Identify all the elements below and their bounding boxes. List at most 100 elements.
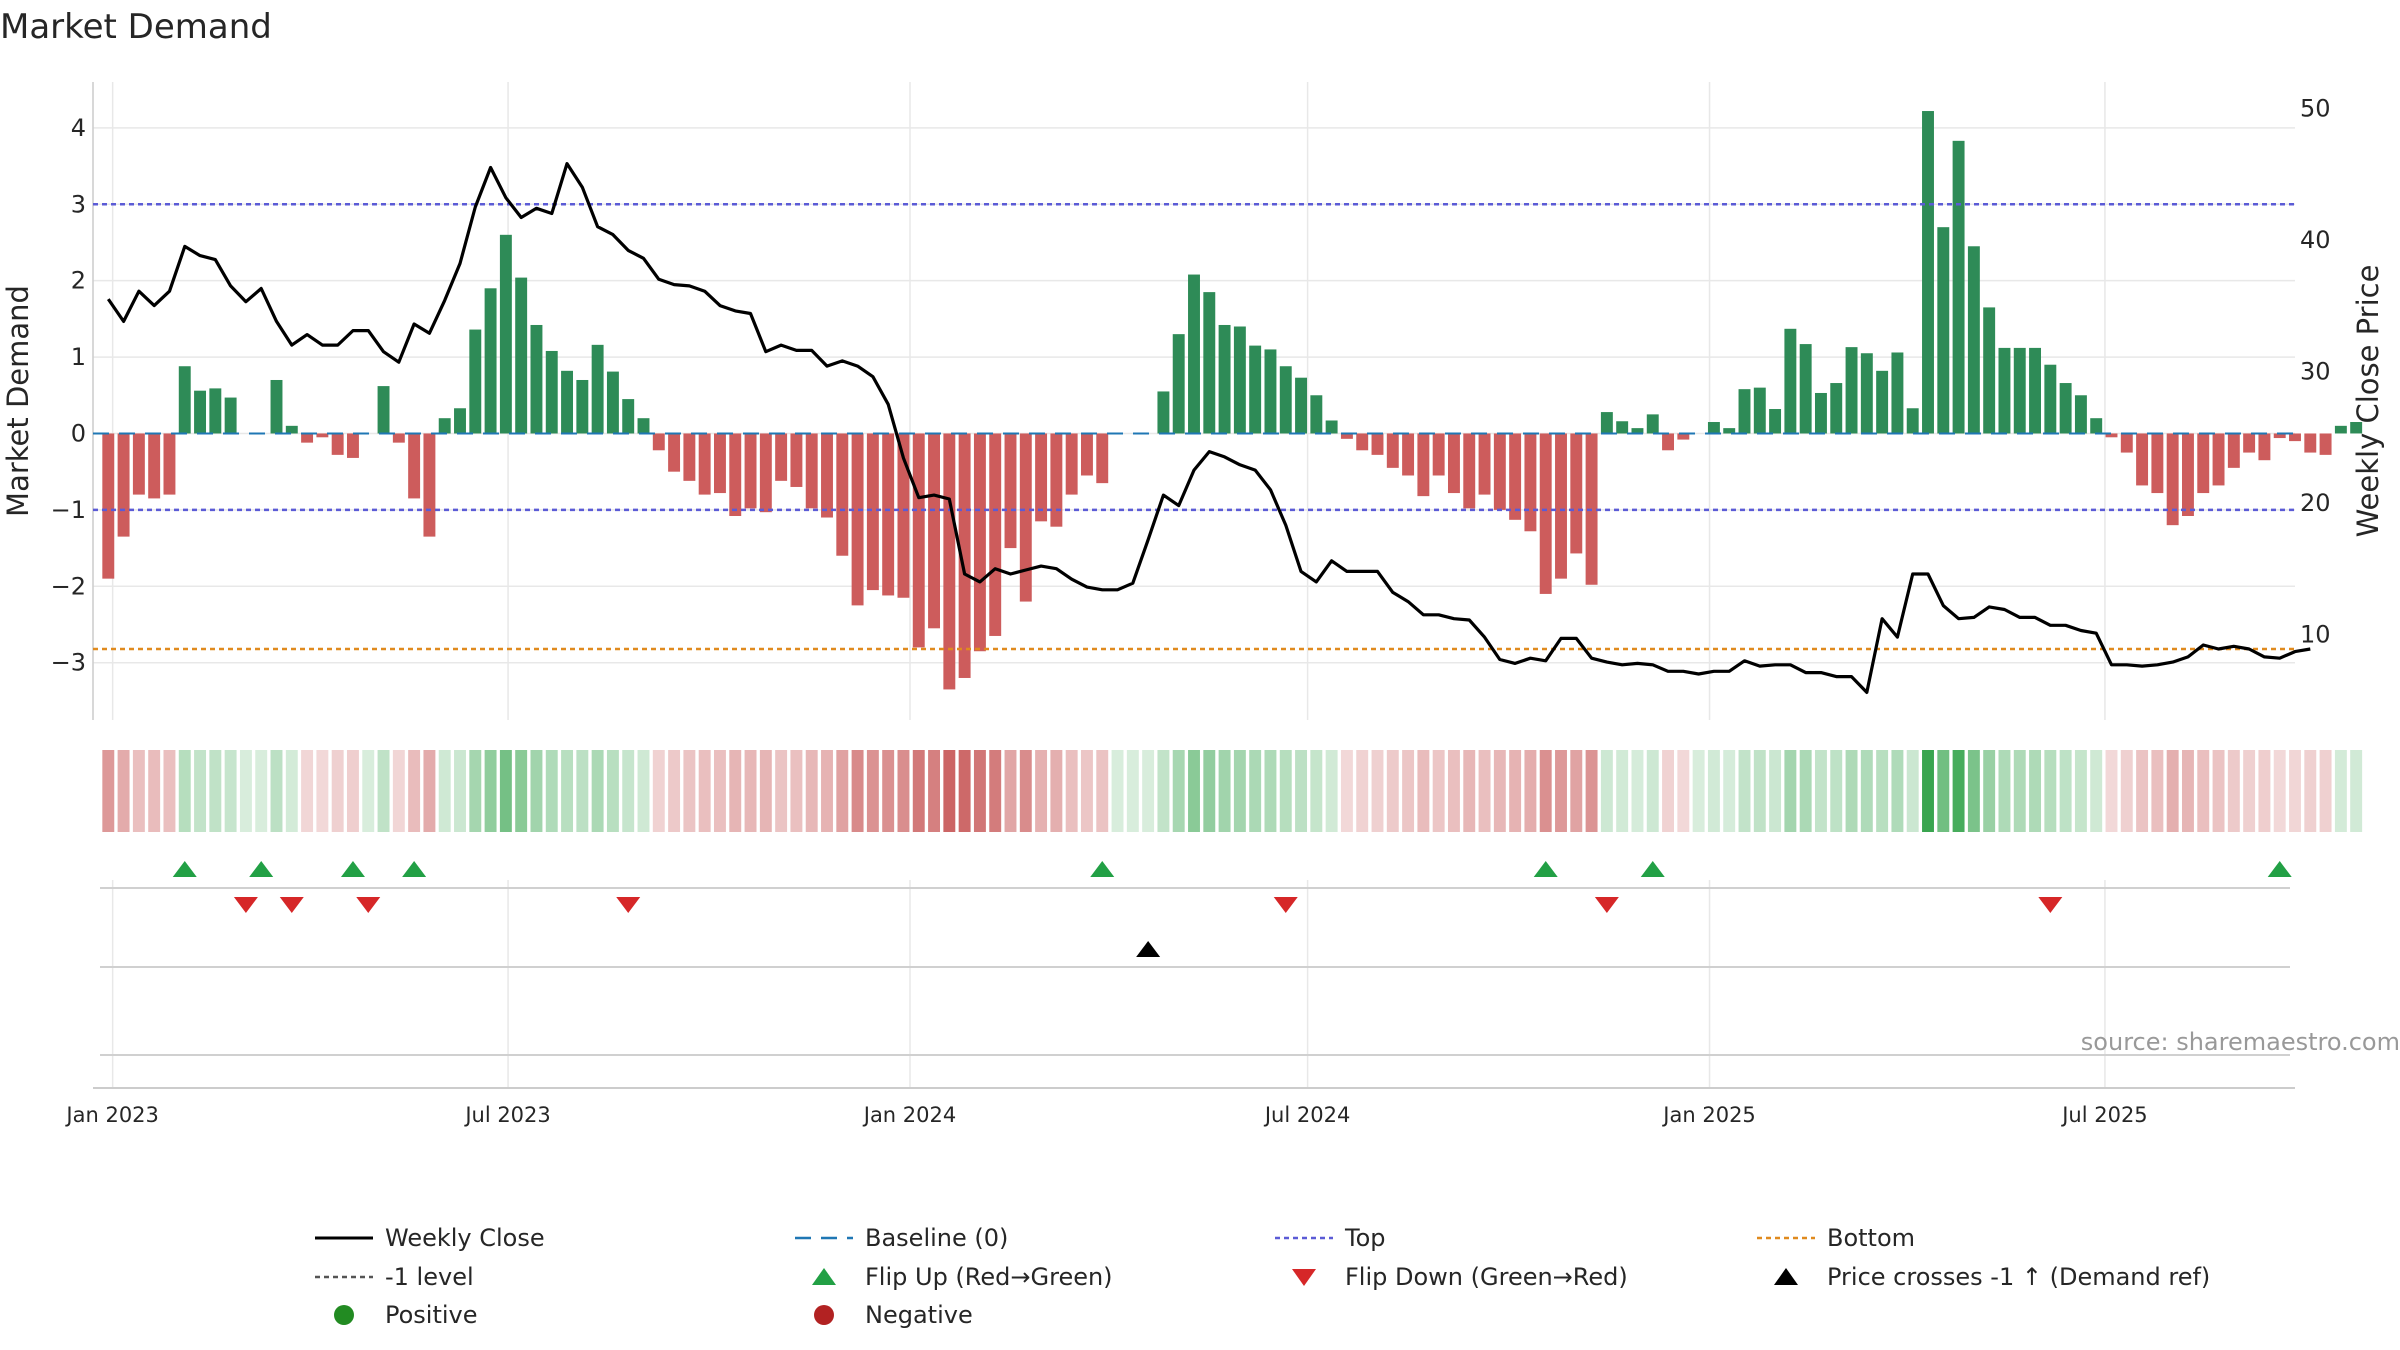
heat-strip-cell [1860, 750, 1873, 832]
legend-label: Bottom [1827, 1224, 1915, 1252]
heat-strip-cell [1799, 750, 1812, 832]
demand-bar [1646, 414, 1659, 434]
demand-bar [652, 433, 665, 451]
y-axis-label: Market Demand [1, 285, 35, 517]
demand-bar [729, 433, 742, 516]
heat-strip-cell [1631, 750, 1644, 832]
demand-bar [1784, 328, 1797, 434]
heat-strip-cell [790, 750, 803, 832]
heat-strip-cell [2044, 750, 2057, 832]
heat-strip-cell [1555, 750, 1567, 832]
demand-bar [576, 379, 589, 434]
demand-bar [1814, 392, 1827, 434]
heat-strip-cell [1616, 750, 1629, 832]
heat-strip-cell [912, 750, 925, 832]
heat-strip-cell [958, 750, 971, 832]
demand-bar [836, 433, 849, 556]
demand-bar [821, 433, 833, 518]
legend-item: Price crosses -1 ↑ (Demand ref) [1774, 1263, 2210, 1291]
demand-bar [2197, 433, 2210, 494]
demand-bar [224, 397, 237, 434]
heat-strip-cell [1952, 750, 1965, 832]
demand-bar [1707, 422, 1720, 434]
y2-tick-label: 10 [2300, 620, 2331, 648]
demand-bar [499, 234, 512, 434]
demand-bar [1509, 433, 1522, 520]
heat-strip-cell [2350, 750, 2363, 832]
heat-strip-cell [1539, 750, 1552, 832]
demand-bar [1310, 395, 1323, 434]
demand-bar [943, 433, 956, 690]
demand-bar [1723, 428, 1736, 434]
heat-strip-cell [1478, 750, 1491, 832]
heat-strip-cell [2197, 750, 2210, 832]
heat-strip-cell [1142, 750, 1155, 832]
heat-strip-cell [1845, 750, 1858, 832]
heat-strip-cell [1065, 750, 1078, 832]
demand-bar [2105, 433, 2118, 438]
heat-strip-cell [713, 750, 726, 832]
heat-strip-cell [1662, 750, 1675, 832]
heat-strip-cell [866, 750, 879, 832]
heat-strip-cell [1188, 750, 1200, 832]
y-tick-label: 4 [71, 114, 86, 142]
legend-item: Baseline (0) [795, 1224, 1008, 1252]
demand-bar [2334, 425, 2347, 434]
weekly-close-line [106, 162, 2311, 695]
demand-bar [301, 433, 314, 443]
heat-strip-cell [1814, 750, 1827, 832]
demand-bar [1860, 353, 1873, 434]
heat-strip-cell [637, 750, 650, 832]
flip-up-marker [249, 861, 274, 877]
heat-strip-cell [1677, 750, 1690, 832]
heat-strip-cell [2136, 750, 2149, 832]
demand-bar [1876, 370, 1889, 434]
heat-strip-cell [683, 750, 696, 832]
heat-strip-cell [1402, 750, 1415, 832]
x-tick-label: Jan 2025 [1661, 1103, 1756, 1127]
demand-bar [1906, 408, 1919, 434]
heat-strip-cell [408, 750, 421, 832]
heat-strip-cell [729, 750, 742, 832]
heat-strip-cell [882, 750, 895, 832]
demand-bar [928, 433, 941, 629]
heat-strip-cell [270, 750, 283, 832]
heat-strip-cell [836, 750, 849, 832]
heat-strip-cell [1340, 750, 1353, 832]
legend-item: Flip Down (Green→Red) [1292, 1263, 1628, 1291]
heat-strip-cell [805, 750, 818, 832]
heat-strip-cell [1417, 750, 1430, 832]
heat-strip-cell [2120, 750, 2133, 832]
demand-bar [2059, 383, 2072, 434]
heat-strip-cell [561, 750, 574, 832]
heat-strip-cell [1172, 750, 1185, 832]
demand-bar [606, 371, 619, 434]
demand-bar [1830, 383, 1843, 434]
demand-bar [2227, 433, 2240, 468]
heat-strip-cell [1967, 750, 1980, 832]
demand-bar [713, 433, 726, 494]
flip-up-marker [1640, 861, 1665, 877]
heat-strip-cell [1493, 750, 1506, 832]
legend-swatch [812, 1268, 836, 1285]
demand-bar [622, 399, 635, 434]
flip-down-marker [356, 897, 381, 913]
heat-strip-cell [2273, 750, 2286, 832]
demand-bar [1967, 246, 1980, 434]
heat-strip-cell [117, 750, 130, 832]
legend-swatch [1774, 1268, 1798, 1285]
demand-bar [194, 390, 207, 434]
demand-bar [897, 433, 910, 598]
heat-strip-cell [1600, 750, 1613, 832]
demand-bar [1998, 347, 2011, 434]
demand-bar [1922, 111, 1934, 434]
flip-up-marker [402, 861, 427, 877]
flip-down-marker [616, 897, 641, 913]
demand-bar [1172, 334, 1185, 434]
legend-label: Negative [865, 1301, 973, 1329]
legend-swatch [334, 1305, 354, 1325]
heat-strip-cell [1876, 750, 1889, 832]
heat-strip-cell [1264, 750, 1277, 832]
heat-strip-cell [301, 750, 314, 832]
